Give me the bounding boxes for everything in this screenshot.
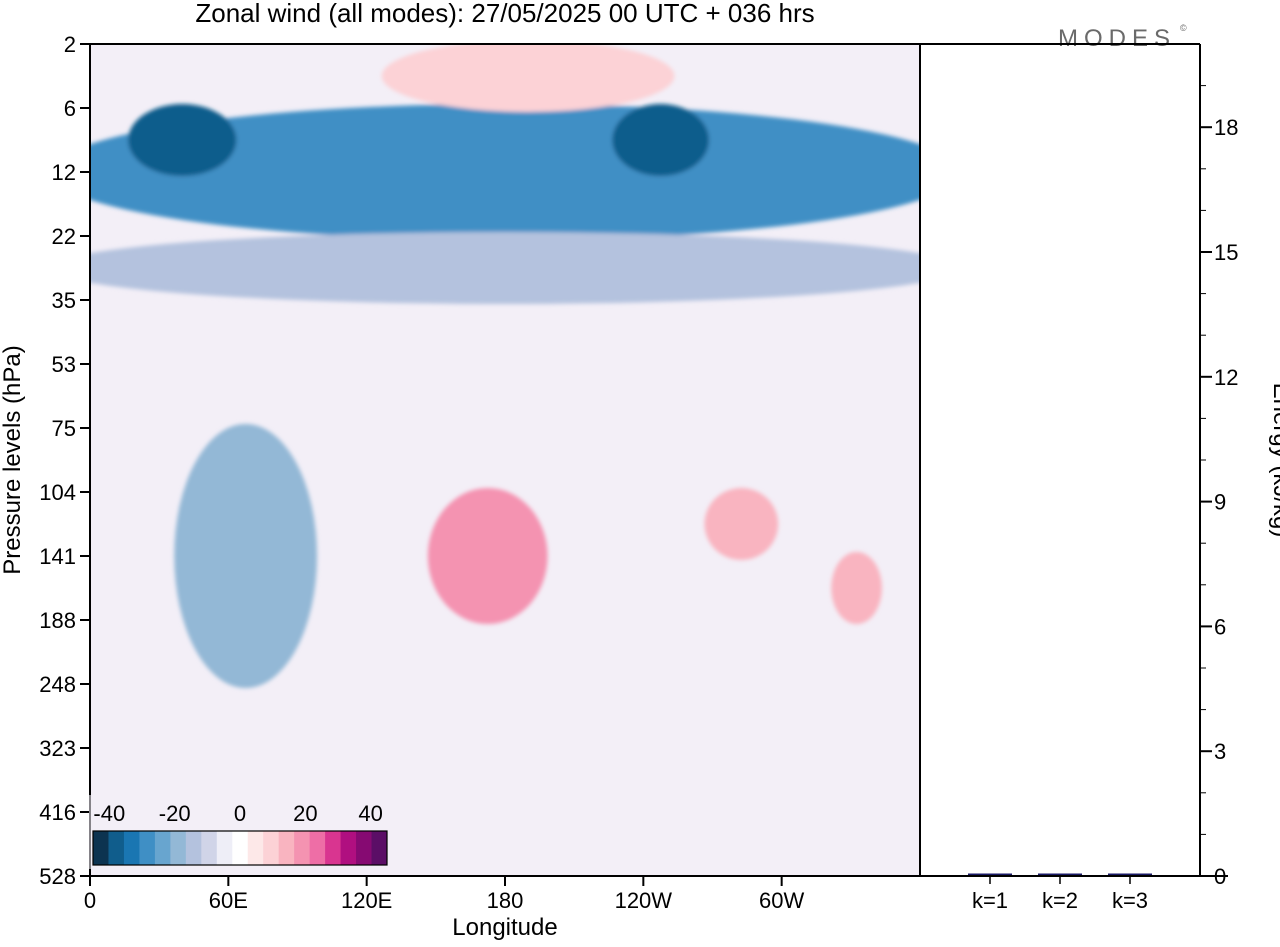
energy-category-label: k=3 — [1112, 888, 1148, 913]
energy-tick-label: 18 — [1214, 115, 1238, 140]
y-tick-label: 6 — [64, 96, 76, 121]
brand-mark: © — [1180, 23, 1187, 33]
y-tick-label: 188 — [39, 608, 76, 633]
colorbar-swatch — [340, 831, 357, 865]
x-tick-label: 60E — [209, 888, 248, 913]
y-tick-label: 2 — [64, 32, 76, 57]
energy-bar-k=3 — [1108, 873, 1152, 875]
y-tick-label: 35 — [52, 288, 76, 313]
colorbar-swatch — [325, 831, 342, 865]
colorbar-swatch — [356, 831, 373, 865]
brand-logo: MODES © — [1058, 23, 1187, 52]
colorbar-tick-label: -20 — [159, 801, 191, 826]
figure-title: Zonal wind (all modes): 27/05/2025 00 UT… — [195, 0, 814, 28]
x-tick-label: 60W — [759, 888, 804, 913]
y-tick-label: 22 — [52, 224, 76, 249]
energy-tick-label: 3 — [1214, 739, 1226, 764]
colorbar: -40 -20 0 20 40 — [89, 795, 391, 869]
colorbar-swatch — [170, 831, 187, 865]
heatmap-region-4 — [90, 232, 920, 304]
colorbar-swatch — [93, 831, 109, 865]
heatmap-region-1 — [90, 104, 920, 240]
y-tick-label: 12 — [52, 160, 76, 185]
heatmap-region-7 — [427, 488, 548, 624]
heatmap-region-6 — [174, 424, 318, 688]
y-tick-label: 53 — [52, 352, 76, 377]
heatmap-axes: 2 6 12 22 35 53 75 104 141 188 248 323 416 528 0 60E 120… — [39, 32, 804, 913]
colorbar-swatch — [123, 831, 140, 865]
colorbar-tick-label: 0 — [234, 801, 246, 826]
colorbar-swatch — [139, 831, 156, 865]
x-tick-label: 0 — [84, 888, 96, 913]
energy-tick-label: 12 — [1214, 365, 1238, 390]
heatmap-region-9 — [831, 552, 882, 624]
y-tick-label: 75 — [52, 416, 76, 441]
colorbar-swatch — [201, 831, 218, 865]
energy-category-label: k=1 — [972, 888, 1008, 913]
brand-wordmark: MODES — [1058, 25, 1176, 52]
y-tick-label: 141 — [39, 544, 76, 569]
x-tick-label: 120E — [341, 888, 392, 913]
energy-axis-label: Energy (kJ/kg) — [1268, 383, 1280, 538]
colorbar-swatch — [185, 831, 202, 865]
colorbar-tick-label: 40 — [358, 801, 382, 826]
y-tick-label: 416 — [39, 800, 76, 825]
colorbar-swatch — [371, 831, 388, 865]
colorbar-swatch — [294, 831, 311, 865]
y-tick-label: 323 — [39, 736, 76, 761]
colorbar-tick-label: 20 — [293, 801, 317, 826]
energy-tick-label: 6 — [1214, 614, 1226, 639]
energy-bar-k=2 — [1038, 873, 1082, 875]
energy-category-label: k=2 — [1042, 888, 1078, 913]
energy-tick-label: 0 — [1214, 864, 1226, 889]
x-tick-label: 180 — [487, 888, 524, 913]
colorbar-swatch — [247, 831, 264, 865]
heatmap-regions — [90, 44, 920, 688]
heatmap-region-2 — [128, 104, 237, 176]
y-axis-label: Pressure levels (hPa) — [0, 345, 26, 574]
x-tick-label: 120W — [615, 888, 673, 913]
zonal-wind-heatmap — [90, 44, 920, 876]
colorbar-swatch — [309, 831, 326, 865]
y-tick-label: 104 — [39, 480, 76, 505]
y-tick-label: 248 — [39, 672, 76, 697]
colorbar-swatch — [108, 831, 125, 865]
colorbar-swatch — [263, 831, 280, 865]
colorbar-swatch — [154, 831, 171, 865]
y-tick-label: 528 — [39, 864, 76, 889]
colorbar-tick-label: -40 — [93, 801, 125, 826]
colorbar-swatch — [232, 831, 249, 865]
colorbar-frame — [92, 830, 388, 866]
energy-bar-panel: 0 3 6 9 12 15 18 k=1 k=2 k=3 — [920, 43, 1238, 913]
heatmap-region-10 — [381, 44, 675, 112]
energy-bar-k=1 — [968, 873, 1012, 875]
colorbar-swatch — [278, 831, 295, 865]
colorbar-swatch — [216, 831, 233, 865]
heatmap-region-3 — [612, 104, 709, 176]
energy-tick-label: 15 — [1214, 240, 1238, 265]
energy-tick-label: 9 — [1214, 490, 1226, 515]
heatmap-region-8 — [704, 488, 779, 560]
x-axis-label: Longitude — [452, 914, 557, 941]
